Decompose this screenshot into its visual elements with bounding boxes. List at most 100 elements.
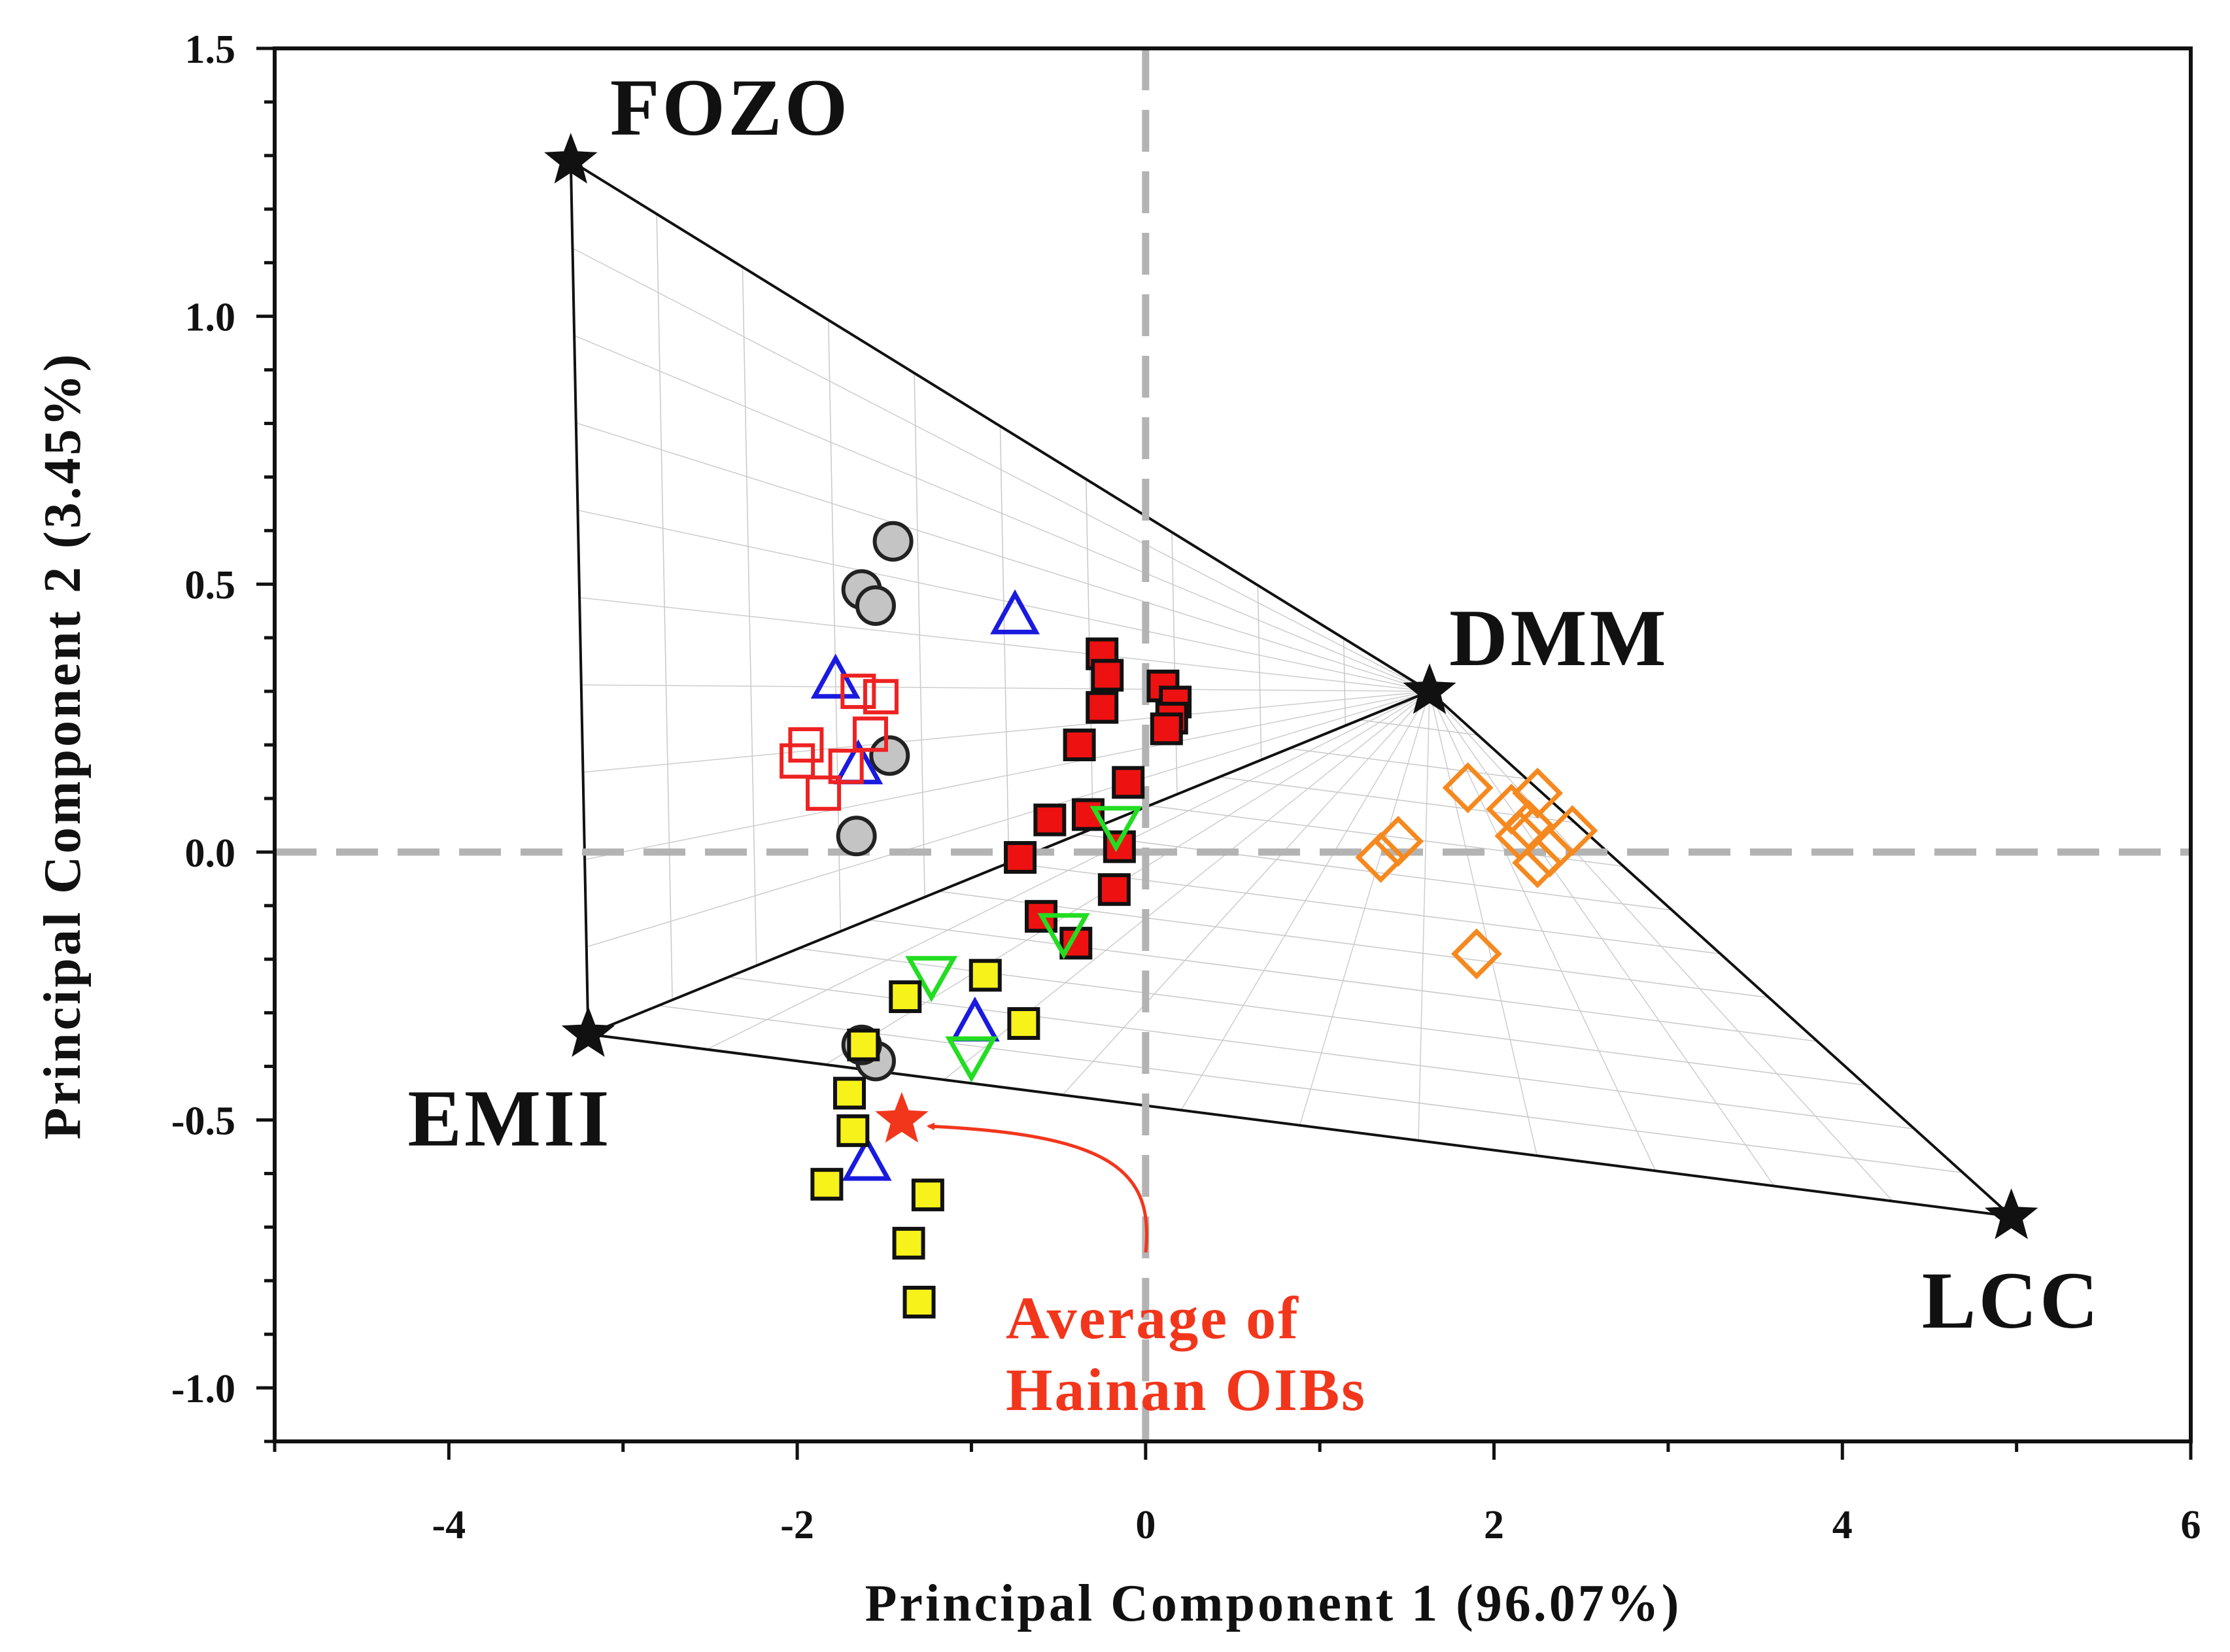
annotation-text-line: Average of [1006,1284,1300,1351]
mixing-line [1428,690,2012,1218]
data-point-triangle [842,1135,892,1181]
end-member-label-dmm: DMM [1449,593,1669,683]
data-point-circle [872,521,914,562]
mesh-line [1429,691,1656,1171]
end-member-star-fozo [544,133,598,184]
mesh-line [1359,719,1479,736]
x-tick-label: 0 [1135,1503,1156,1547]
mesh-line [1343,638,1347,726]
x-tick-label: 6 [2181,1503,2201,1547]
data-point-square [1007,1007,1040,1040]
end-member-star-lcc [1984,1188,2038,1239]
annotation-text-line: Hainan OIBs [1006,1356,1367,1423]
data-point-diamond [1450,928,1502,980]
x-tick-label: 4 [1832,1503,1853,1547]
data-point-square [836,1114,870,1147]
data-point-diamond [1547,805,1598,857]
y-axis-title: Principal Component 2 (3.45%) [34,352,92,1140]
data-point-square [780,743,815,779]
annotation-arrow [927,1122,1149,1253]
mixing-grid [572,214,1963,1202]
mesh-line [1429,691,1893,1202]
y-tick-label: 0.5 [185,563,236,608]
data-point-square [810,1167,844,1201]
end-member-label-emii: EMII [407,1073,611,1163]
x-tick-label: 2 [1484,1503,1504,1547]
data-point-square [902,1286,936,1318]
mesh-line [1289,748,1527,780]
series-red-open-squares [780,674,899,811]
mixing-line [569,160,590,1035]
axis-ticks: -4 -2 0 2 4 6 1.5 1.0 0.5 0.0 -0.5 -1.0 [171,27,2201,1547]
mesh-line [1299,691,1430,1126]
data-point-triangle [990,589,1040,634]
mesh-line [584,691,1430,861]
data-point-inverted-triangle [905,955,958,1003]
mesh-line [579,596,1430,692]
data-point-square [892,1226,925,1260]
data-point-square [911,1179,944,1212]
data-point-square [852,716,888,752]
data-point-square [1004,841,1037,874]
mixing-line [588,1033,2012,1218]
data-point-inverted-triangle [1089,806,1142,852]
data-point-square [1033,803,1067,836]
data-point-diamond [1373,816,1424,867]
y-tick-label: 1.0 [185,296,236,340]
data-point-square [1086,691,1119,724]
mesh-line [1429,691,1775,1186]
mesh-line [581,684,1430,692]
series-yellow-filled-squares [810,959,1040,1318]
data-point-square [1097,873,1131,906]
data-point-square [1112,766,1145,799]
data-point-square [1063,729,1096,761]
data-point-inverted-triangle [1037,913,1090,959]
average-star [875,1092,929,1143]
mesh-line [1171,532,1178,795]
series-orange-open-diamonds [1355,762,1598,980]
mesh-line [586,691,1430,948]
mixing-line [570,160,1431,693]
data-point-square [828,748,864,784]
mesh-line [583,691,1430,773]
data-point-square [833,1076,866,1110]
series-green-open-inverted-triangles [905,806,1142,1083]
data-point-diamond [1442,762,1494,814]
mixing-triangles [569,160,2012,1218]
data-point-square [847,1028,880,1061]
data-point-square [969,959,1002,992]
data-point-diamond [1512,837,1564,889]
data-point-square [840,674,876,710]
data-point-square [889,980,922,1014]
data-point-square [863,679,899,715]
end-member-star-emii [561,1006,615,1057]
x-axis-title: Principal Component 1 (96.07%) [865,1575,1682,1632]
y-tick-label: 1.5 [185,27,236,72]
data-point-circle [869,735,910,776]
data-point-square [806,775,842,811]
data-point-square [1150,712,1183,746]
end-member-label-fozo: FOZO [610,63,850,152]
mesh-line [1429,691,1537,1156]
y-tick-label: -0.5 [171,1099,235,1143]
y-tick-label: 0.0 [185,831,236,876]
plot-frame [273,46,2193,1443]
end-members: FOZO DMM EMII LCC [407,63,2101,1345]
data-point-diamond [1355,832,1407,883]
mesh-line [1418,691,1430,1141]
data-point-circle [836,816,877,857]
end-member-label-lcc: LCC [1922,1256,2101,1345]
reference-lines [275,48,2191,1441]
series-red-filled-squares [1004,637,1192,960]
data-point-inverted-triangle [945,1036,998,1083]
data-point-circle [855,585,896,626]
end-member-star-dmm [1403,663,1456,714]
x-tick-label: -2 [780,1503,814,1547]
data-point-square [1091,659,1124,692]
x-tick-label: -4 [432,1503,466,1547]
y-tick-label: -1.0 [171,1367,235,1411]
mesh-line [1257,585,1262,760]
data-series [780,521,1598,1318]
